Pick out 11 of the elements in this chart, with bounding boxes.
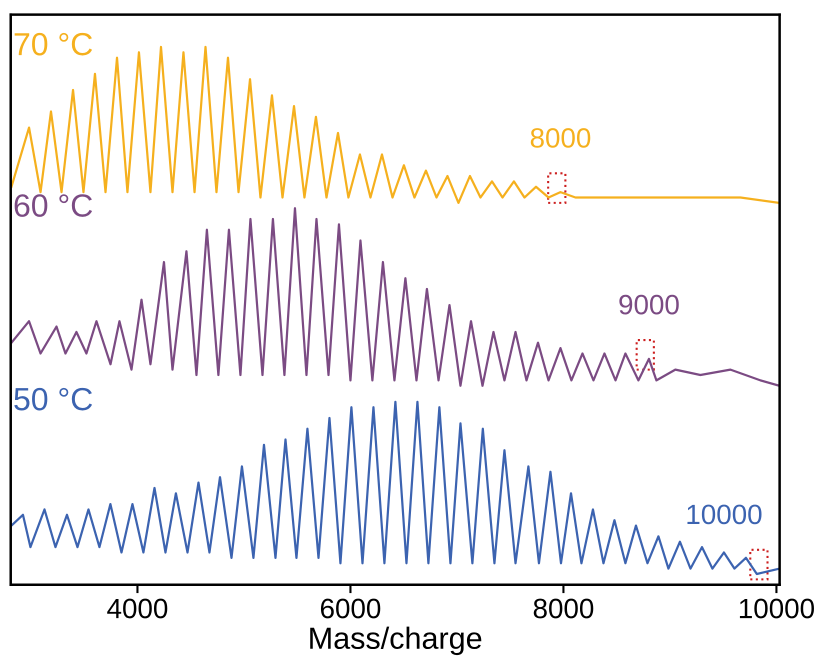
series-label: 70 °C (14, 32, 92, 56)
x-tick-label: 6000 (320, 598, 380, 618)
text: 50 °C (14, 388, 92, 410)
annotation: 9000 (619, 294, 679, 314)
x-tick-label: 8000 (534, 598, 594, 618)
x-axis-title: Mass/charge (310, 626, 482, 656)
x-tick-label: 4000 (107, 598, 168, 618)
text: 60 °C (14, 194, 92, 217)
annotation: 8000 (530, 128, 590, 148)
x-tick-label: 10000 (740, 598, 814, 618)
annotation: 10000 (687, 504, 762, 524)
